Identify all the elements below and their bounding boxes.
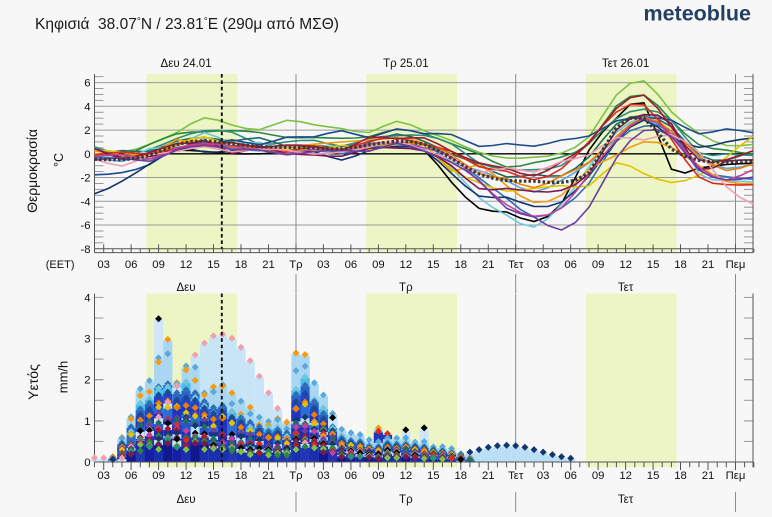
svg-text:03: 03: [97, 470, 110, 482]
svg-text:Τρ: Τρ: [399, 494, 413, 506]
svg-text:06: 06: [345, 259, 358, 271]
svg-text:2: 2: [84, 125, 90, 137]
svg-text:09: 09: [152, 470, 165, 482]
svg-text:°C: °C: [52, 153, 66, 167]
svg-text:Πεμ: Πεμ: [726, 470, 746, 482]
svg-text:Τετ: Τετ: [618, 494, 634, 506]
svg-text:15: 15: [207, 470, 220, 482]
svg-text:06: 06: [125, 470, 138, 482]
svg-text:Τρ: Τρ: [289, 259, 302, 271]
svg-text:03: 03: [317, 259, 330, 271]
svg-text:03: 03: [537, 470, 550, 482]
svg-text:18: 18: [235, 470, 248, 482]
svg-text:09: 09: [152, 259, 165, 271]
svg-text:21: 21: [702, 259, 715, 271]
svg-text:Θερμοκρασία: Θερμοκρασία: [24, 129, 40, 213]
svg-text:06: 06: [125, 259, 138, 271]
svg-text:09: 09: [372, 259, 385, 271]
svg-text:4: 4: [84, 292, 90, 304]
svg-text:15: 15: [207, 259, 220, 271]
svg-text:12: 12: [180, 259, 193, 271]
svg-text:09: 09: [592, 259, 605, 271]
svg-text:Τρ: Τρ: [289, 470, 302, 482]
svg-text:15: 15: [427, 470, 440, 482]
svg-text:21: 21: [702, 470, 715, 482]
svg-text:0: 0: [84, 149, 90, 161]
svg-text:Τετ: Τετ: [508, 470, 524, 482]
svg-text:15: 15: [647, 259, 660, 271]
svg-text:Τετ: Τετ: [508, 259, 524, 271]
svg-text:6: 6: [84, 78, 90, 90]
svg-text:Πεμ: Πεμ: [726, 259, 746, 271]
svg-text:2: 2: [84, 375, 90, 387]
svg-text:Τρ: Τρ: [399, 282, 413, 294]
svg-text:Δευ: Δευ: [177, 494, 196, 506]
svg-text:21: 21: [262, 259, 275, 271]
svg-text:06: 06: [564, 470, 577, 482]
svg-text:18: 18: [674, 470, 687, 482]
svg-text:Υετός: Υετός: [25, 364, 41, 400]
svg-text:Τετ: Τετ: [618, 282, 634, 294]
svg-text:18: 18: [454, 470, 467, 482]
svg-text:Τρ 25.01: Τρ 25.01: [383, 58, 429, 70]
svg-text:12: 12: [400, 259, 413, 271]
svg-text:15: 15: [427, 259, 440, 271]
svg-text:0: 0: [84, 457, 90, 469]
svg-text:18: 18: [674, 259, 687, 271]
svg-text:12: 12: [180, 470, 193, 482]
svg-text:12: 12: [619, 470, 632, 482]
svg-text:Δευ 24.01: Δευ 24.01: [161, 58, 212, 70]
svg-text:-8: -8: [80, 244, 90, 256]
svg-text:-4: -4: [80, 196, 90, 208]
svg-text:-2: -2: [80, 173, 90, 185]
svg-text:Κηφισιά 38.07°N / 23.81°E (29: Κηφισιά 38.07°N / 23.81°E (290μ από ΜΣΘ): [35, 16, 339, 33]
svg-text:12: 12: [400, 470, 413, 482]
svg-text:03: 03: [537, 259, 550, 271]
svg-text:(EET): (EET): [46, 259, 75, 271]
svg-text:Τετ 26.01: Τετ 26.01: [602, 58, 649, 70]
svg-text:18: 18: [454, 259, 467, 271]
svg-text:09: 09: [372, 470, 385, 482]
svg-text:meteoblue: meteoblue: [643, 2, 751, 26]
svg-text:12: 12: [619, 259, 632, 271]
svg-text:06: 06: [564, 259, 577, 271]
svg-text:06: 06: [345, 470, 358, 482]
svg-text:3: 3: [84, 334, 90, 346]
svg-text:1: 1: [84, 416, 90, 428]
svg-text:-6: -6: [80, 220, 90, 232]
svg-text:21: 21: [482, 470, 495, 482]
svg-text:15: 15: [647, 470, 660, 482]
svg-text:21: 21: [262, 470, 275, 482]
svg-text:mm/h: mm/h: [56, 361, 71, 394]
svg-text:18: 18: [235, 259, 248, 271]
svg-text:09: 09: [592, 470, 605, 482]
svg-text:21: 21: [482, 259, 495, 271]
svg-text:03: 03: [317, 470, 330, 482]
svg-text:4: 4: [84, 101, 90, 113]
svg-text:Δευ: Δευ: [177, 282, 196, 294]
svg-text:03: 03: [97, 259, 110, 271]
